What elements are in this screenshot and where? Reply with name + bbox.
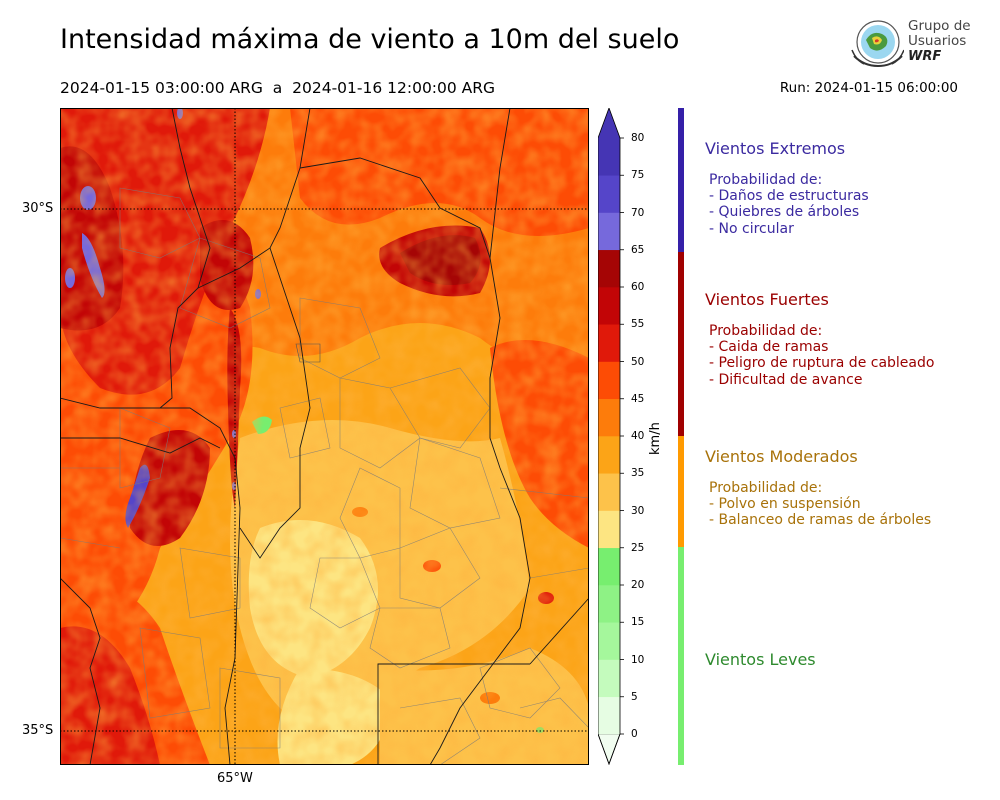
colorbar-unit: km/h [648, 422, 663, 455]
colorbar-segment [598, 138, 620, 176]
colorbar-segment [598, 175, 620, 213]
colorbar-segment [598, 398, 620, 437]
colorbar-tick-label: 80 [631, 132, 645, 144]
category-description-line: - No circular [709, 220, 794, 237]
wind-map [60, 108, 589, 765]
colorbar-segment [598, 249, 620, 288]
lat-label-30s: 30°S [22, 201, 54, 216]
category-description-line: Probabilidad de: [709, 480, 823, 496]
category-bar [678, 547, 684, 765]
colorbar-tick-label: 15 [631, 616, 645, 629]
logo-text-line1: Grupo de [908, 18, 971, 34]
colorbar-tick-label: 45 [631, 392, 645, 405]
colorbar-segment [598, 659, 620, 698]
colorbar-tick-label: 50 [631, 355, 645, 368]
colorbar-tick-label: 70 [631, 206, 645, 219]
colorbar-tick-label: 25 [631, 541, 645, 554]
forecast-period: 2024-01-15 03:00:00 ARG a 2024-01-16 12:… [60, 79, 496, 97]
colorbar-segment [598, 287, 620, 325]
colorbar-segment [598, 547, 620, 586]
category-description-line: - Daños de estructuras [709, 188, 869, 205]
category-title: Vientos Leves [705, 650, 816, 669]
category-description-line: Probabilidad de: [709, 323, 823, 339]
colorbar-segment [598, 510, 620, 549]
colorbar-segment [598, 696, 620, 735]
lon-label-65w: 65°W [217, 771, 253, 786]
category-description-line: - Caida de ramas [709, 339, 829, 356]
colorbar-tick-label: 5 [631, 690, 638, 703]
colorbar-tick-label: 40 [631, 430, 645, 442]
colorbar-segment [598, 622, 620, 660]
colorbar-segment [598, 324, 620, 362]
category-title: Vientos Moderados [705, 447, 858, 466]
colorbar-tick-label: 35 [631, 467, 645, 480]
logo-text-line3: WRF [908, 49, 942, 64]
wrf-emblem-icon [851, 20, 904, 68]
graticule [60, 108, 589, 765]
colorbar-tick-label: 75 [631, 169, 645, 182]
category-bar [678, 252, 684, 436]
category-bar [678, 436, 684, 547]
colorbar-segment [598, 212, 620, 251]
colorbar-segment [598, 436, 620, 474]
colorbar-tick-label: 0 [631, 728, 638, 740]
lake-feature [295, 343, 321, 363]
colorbar-tick-label: 20 [631, 579, 645, 591]
colorbar-tick-label: 55 [631, 318, 645, 331]
colorbar-tick-label: 30 [631, 504, 645, 517]
category-description-line: - Quiebres de árboles [709, 204, 860, 221]
lat-label-35s: 35°S [22, 723, 54, 738]
category-description-line: Probabilidad de: [709, 172, 823, 188]
category-description-line: - Polvo en suspensión [709, 496, 861, 513]
colorbar-segment [598, 585, 620, 623]
map-frame [60, 108, 589, 765]
colorbar-extend-min [598, 733, 621, 766]
category-bar [678, 108, 684, 252]
grupo-wrf-logo: Grupo de Usuarios WRF [848, 16, 978, 72]
category-title: Vientos Extremos [705, 139, 846, 158]
colorbar [598, 108, 624, 766]
map-title: Intensidad máxima de viento a 10m del su… [60, 24, 680, 55]
category-description-line: - Dificultad de avance [709, 371, 863, 388]
colorbar-tick-label: 60 [631, 281, 645, 293]
category-description-line: - Balanceo de ramas de árboles [709, 512, 932, 529]
category-title: Vientos Fuertes [705, 290, 829, 309]
colorbar-tick-label: 65 [631, 243, 645, 256]
colorbar-segment [598, 361, 620, 400]
run-time: Run: 2024-01-15 06:00:00 [779, 80, 958, 96]
colorbar-tick-label: 10 [631, 653, 645, 666]
logo-text-line2: Usuarios [908, 33, 967, 49]
colorbar-extend-max [598, 108, 620, 138]
colorbar-segment [598, 473, 620, 511]
province-boundaries [60, 108, 589, 765]
texture-overlay [60, 108, 589, 765]
category-description-line: - Peligro de ruptura de cableado [709, 355, 935, 372]
